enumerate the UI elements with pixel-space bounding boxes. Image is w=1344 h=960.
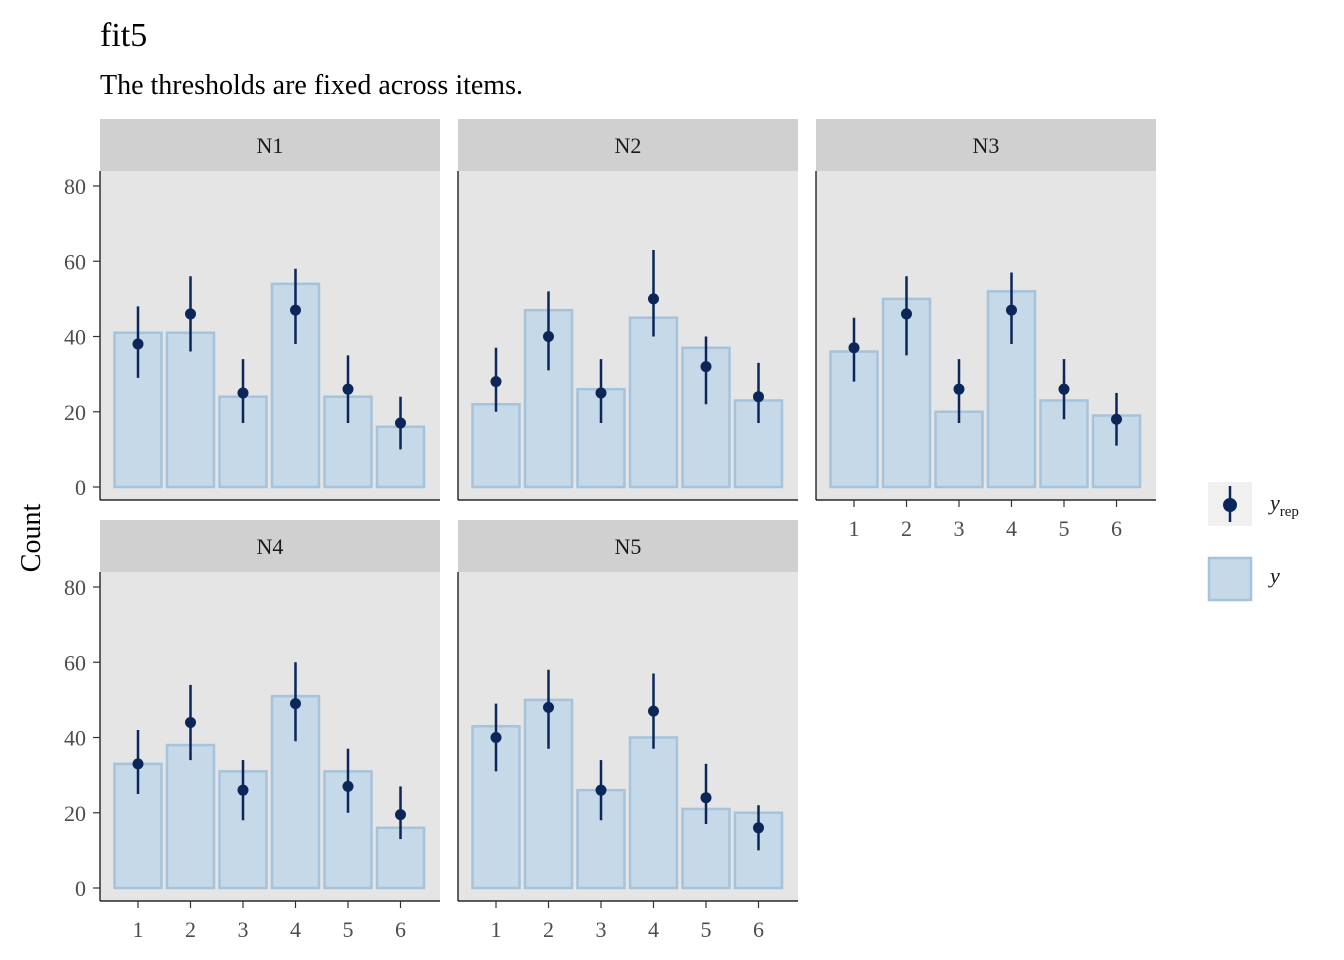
point — [753, 822, 764, 834]
point — [132, 758, 144, 770]
x-tick-label: 6 — [1111, 516, 1122, 541]
facet-strip — [100, 119, 440, 171]
point — [1058, 383, 1070, 395]
bar — [113, 331, 163, 489]
legend-key-point — [1223, 498, 1237, 512]
point — [648, 705, 659, 717]
x-tick-label: 1 — [849, 516, 860, 541]
y-tick-label: 20 — [64, 801, 86, 826]
point — [290, 698, 301, 710]
legend: yrep y — [1207, 482, 1299, 602]
legend-key-bar — [1207, 556, 1253, 602]
point — [342, 780, 354, 792]
point — [595, 784, 607, 796]
x-tick-label: 2 — [185, 917, 196, 942]
point — [595, 387, 607, 399]
point — [490, 732, 502, 743]
chart-title: fit5 — [100, 17, 147, 54]
x-tick-label: 2 — [543, 917, 554, 942]
x-tick-label: 6 — [753, 917, 764, 942]
x-tick-label: 4 — [290, 917, 301, 942]
y-tick-label: 60 — [64, 650, 86, 675]
x-tick-label: 5 — [343, 917, 354, 942]
point — [901, 308, 912, 320]
y-tick-label: 40 — [64, 325, 86, 350]
facet-panel-N3: N3 1 2 3 4 5 6 — [815, 119, 1156, 541]
point — [290, 304, 301, 316]
point — [237, 784, 249, 796]
x-tick-label: 2 — [901, 516, 912, 541]
x-tick-label: 3 — [238, 917, 249, 942]
facet-panel-N4: N4 0 20 40 60 80 1 2 3 4 5 6 — [64, 520, 440, 942]
chart-subtitle: The thresholds are fixed across items. — [100, 70, 523, 101]
x-tick-label: 4 — [648, 917, 659, 942]
facet-panel-N1: N1 0 20 40 60 80 — [64, 119, 440, 501]
y-tick-label: 0 — [75, 475, 86, 500]
point — [953, 383, 965, 395]
bar — [471, 402, 521, 489]
bar — [934, 410, 984, 489]
y-axis-label: Count — [16, 504, 47, 573]
facet-strip — [458, 520, 798, 572]
point — [395, 809, 406, 821]
x-tick-label: 6 — [395, 917, 406, 942]
facet-strip-label: N1 — [257, 133, 284, 158]
point — [185, 308, 196, 320]
x-tick-label: 1 — [491, 917, 502, 942]
point — [700, 792, 712, 804]
bar — [628, 316, 679, 489]
point — [543, 701, 554, 713]
bar — [881, 297, 932, 489]
y-tick-label: 40 — [64, 726, 86, 751]
legend-label-y: y — [1268, 563, 1280, 588]
x-tick-label: 3 — [596, 917, 607, 942]
y-tick-label: 0 — [75, 876, 86, 901]
point — [490, 376, 502, 388]
x-tick-label: 4 — [1006, 516, 1017, 541]
facet-strip — [816, 119, 1156, 171]
point — [848, 342, 860, 354]
y-tick-label: 60 — [64, 249, 86, 274]
point — [753, 391, 764, 403]
point — [132, 338, 144, 350]
legend-label-subscript: rep — [1280, 504, 1299, 520]
x-tick-label: 3 — [954, 516, 965, 541]
facet-strip-label: N5 — [615, 534, 642, 559]
bar — [165, 743, 216, 890]
bar — [165, 331, 216, 489]
facet-panel-N2: N2 — [457, 119, 798, 501]
point — [543, 331, 554, 342]
point — [185, 716, 196, 728]
point — [342, 383, 354, 395]
legend-label-yrep: yrep — [1268, 490, 1299, 520]
facet-strip — [100, 520, 440, 572]
point — [395, 417, 406, 429]
facet-strip — [458, 119, 798, 171]
facet-strip-label: N3 — [973, 133, 1000, 158]
bar — [628, 736, 679, 890]
x-tick-label: 5 — [701, 917, 712, 942]
x-tick-label: 5 — [1059, 516, 1070, 541]
y-tick-label: 80 — [64, 575, 86, 600]
facet-strip-label: N2 — [615, 133, 642, 158]
x-tick-label: 1 — [133, 917, 144, 942]
y-tick-label: 80 — [64, 174, 86, 199]
point — [1111, 413, 1122, 425]
facet-strip-label: N4 — [257, 534, 284, 559]
y-tick-label: 20 — [64, 400, 86, 425]
point — [700, 361, 712, 373]
point — [237, 387, 249, 399]
point — [648, 293, 659, 305]
point — [1006, 304, 1017, 316]
facet-panel-N5: N5 1 2 3 4 5 6 — [457, 520, 798, 942]
